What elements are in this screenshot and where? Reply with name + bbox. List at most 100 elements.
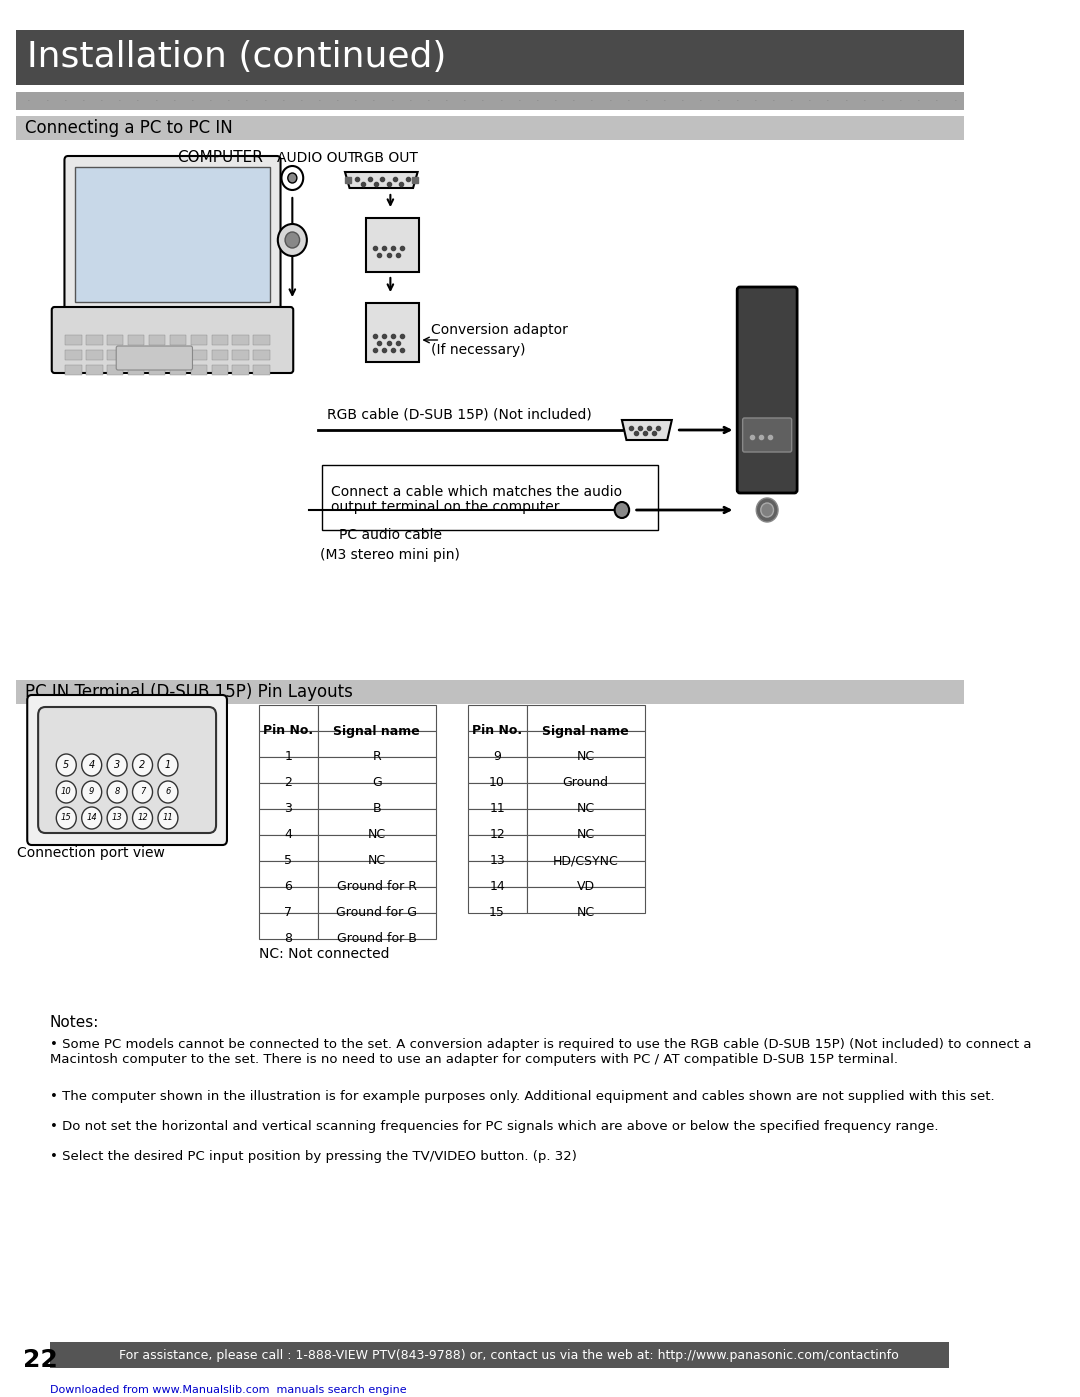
Text: ·: · [826,96,829,106]
Bar [318,835,435,861]
Text: ·: · [299,96,303,106]
Circle shape [133,754,152,775]
Bar [468,782,527,809]
Text: 6: 6 [165,788,171,796]
Bar [259,914,318,939]
Text: R: R [373,750,381,764]
Text: ·: · [27,96,31,106]
Text: ·: · [136,96,139,106]
Circle shape [760,503,773,517]
Text: ·: · [590,96,594,106]
FancyBboxPatch shape [191,351,207,360]
Text: ·: · [173,96,176,106]
Text: For assistance, please call : 1-888-VIEW PTV(843-9788) or, contact us via the we: For assistance, please call : 1-888-VIEW… [119,1348,899,1362]
FancyBboxPatch shape [50,1343,948,1368]
Text: ·: · [608,96,612,106]
Text: ·: · [118,96,122,106]
Polygon shape [345,172,418,189]
Circle shape [282,166,303,190]
FancyBboxPatch shape [366,218,419,272]
Text: 12: 12 [489,828,505,841]
FancyBboxPatch shape [66,365,82,374]
Text: • Select the desired PC input position by pressing the TV/VIDEO button. (p. 32): • Select the desired PC input position b… [50,1150,577,1162]
Text: 2: 2 [139,760,146,770]
FancyBboxPatch shape [149,335,165,345]
Text: NC: NC [577,802,595,816]
Text: ·: · [754,96,757,106]
Text: NC: NC [367,828,386,841]
Text: Ground for B: Ground for B [337,933,417,946]
FancyBboxPatch shape [38,707,216,833]
Text: Connecting a PC to PC IN: Connecting a PC to PC IN [26,119,233,137]
Text: 3: 3 [284,802,293,816]
Bar [259,757,318,782]
Text: 7: 7 [139,788,145,796]
FancyBboxPatch shape [86,351,103,360]
Bar [318,861,435,887]
Text: 13: 13 [111,813,122,823]
FancyBboxPatch shape [16,680,964,704]
Text: ·: · [318,96,322,106]
FancyBboxPatch shape [149,351,165,360]
Circle shape [615,502,630,518]
Circle shape [133,781,152,803]
Circle shape [158,807,178,828]
FancyBboxPatch shape [16,116,964,140]
Bar [318,757,435,782]
Bar [259,861,318,887]
Text: Ground for G: Ground for G [336,907,417,919]
Bar [318,809,435,835]
Text: • Do not set the horizontal and vertical scanning frequencies for PC signals whi: • Do not set the horizontal and vertical… [50,1120,939,1133]
Text: ·: · [954,96,957,106]
Text: ·: · [373,96,376,106]
Text: Connect a cable which matches the audio: Connect a cable which matches the audio [332,485,622,499]
Bar [259,705,318,731]
Text: 6: 6 [284,880,293,894]
Text: ·: · [717,96,720,106]
Bar [318,782,435,809]
FancyBboxPatch shape [129,365,145,374]
Text: Notes:: Notes: [50,1016,99,1030]
Circle shape [56,807,77,828]
Text: Ground for R: Ground for R [337,880,417,894]
Text: 7: 7 [284,907,293,919]
Bar [468,861,527,887]
Text: ·: · [572,96,576,106]
FancyBboxPatch shape [254,365,270,374]
Text: ·: · [354,96,357,106]
Text: VD: VD [577,880,595,894]
Text: • Some PC models cannot be connected to the set. A conversion adapter is require: • Some PC models cannot be connected to … [50,1038,1031,1066]
Bar [259,887,318,914]
Text: ·: · [245,96,248,106]
Bar [318,731,435,757]
Circle shape [56,754,77,775]
Text: 2: 2 [284,777,293,789]
Text: 11: 11 [489,802,505,816]
Text: 10: 10 [489,777,505,789]
Text: ·: · [99,96,104,106]
FancyBboxPatch shape [86,365,103,374]
Text: ·: · [463,96,467,106]
Text: ·: · [789,96,794,106]
Text: ·: · [808,96,812,106]
Text: 8: 8 [114,788,120,796]
Circle shape [82,781,102,803]
Text: 5: 5 [284,855,293,868]
FancyBboxPatch shape [107,335,123,345]
Text: 14: 14 [489,880,505,894]
Text: Signal name: Signal name [334,725,420,738]
Text: ·: · [208,96,213,106]
Text: 4: 4 [284,828,293,841]
Text: ·: · [445,96,448,106]
Text: ·: · [408,96,413,106]
Text: PC audio cable
(M3 stereo mini pin): PC audio cable (M3 stereo mini pin) [321,528,460,563]
Text: Installation (continued): Installation (continued) [27,41,447,74]
Text: G: G [372,777,381,789]
Text: ·: · [264,96,267,106]
Text: 9: 9 [89,788,94,796]
Circle shape [278,224,307,256]
Text: NC: NC [577,828,595,841]
Bar [318,914,435,939]
Text: output terminal on the computer.: output terminal on the computer. [332,500,563,514]
Text: ·: · [899,96,903,106]
